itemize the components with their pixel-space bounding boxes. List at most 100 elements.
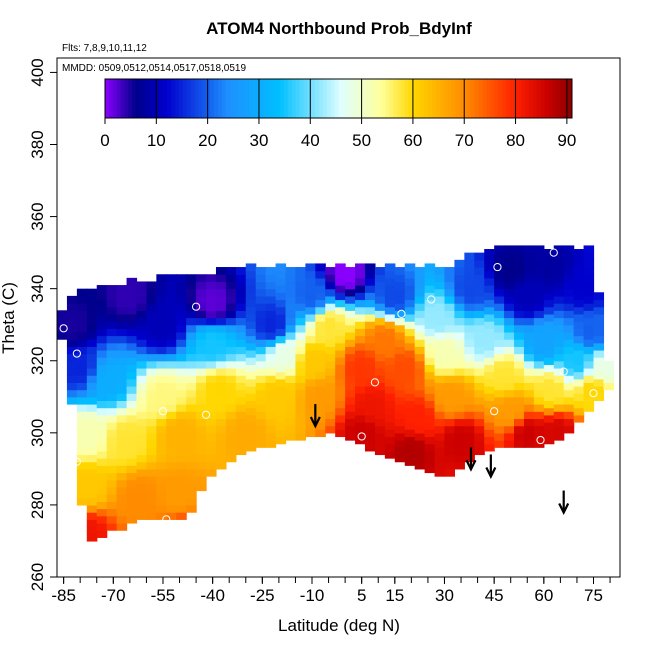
field-cell: [166, 476, 177, 484]
field-cell: [106, 299, 118, 308]
field-cell: [553, 375, 565, 383]
field-cell: [235, 411, 247, 420]
field-cell: [235, 288, 247, 297]
field-cell: [245, 393, 257, 401]
field-cell: [136, 310, 148, 319]
field-cell: [196, 360, 207, 369]
field-cell: [116, 472, 128, 481]
field-cell: [504, 339, 515, 347]
field-cell: [166, 310, 177, 319]
field-cell: [484, 422, 495, 430]
field-cell: [454, 310, 465, 319]
colorbar-segment: [140, 79, 145, 118]
field-cell: [404, 270, 416, 279]
field-cell: [285, 331, 297, 340]
field-cell: [345, 432, 356, 441]
field-cell: [146, 454, 157, 463]
field-cell: [235, 360, 247, 369]
field-cell: [364, 306, 376, 315]
colorbar-segment: [229, 79, 234, 118]
field-cell: [474, 418, 485, 427]
field-cell: [464, 288, 475, 297]
field-cell: [96, 292, 108, 301]
field-cell: [176, 476, 187, 484]
field-cell: [315, 285, 326, 293]
field-cell: [235, 310, 247, 319]
field-cell: [166, 367, 177, 376]
field-cell: [235, 447, 247, 456]
field-cell: [404, 357, 416, 365]
field-cell: [533, 274, 545, 283]
field-cell: [305, 335, 316, 344]
field-cell: [196, 411, 207, 420]
field-cell: [543, 285, 555, 293]
field-cell: [484, 277, 495, 286]
field-cell: [404, 292, 416, 301]
field-cell: [464, 404, 475, 412]
field-cell: [553, 367, 565, 376]
field-cell: [454, 411, 465, 420]
field-cell: [126, 306, 138, 315]
field-cell: [563, 252, 575, 261]
field-cell: [315, 364, 326, 373]
field-cell: [494, 310, 505, 319]
field-cell: [504, 375, 515, 383]
field-cell: [305, 342, 316, 351]
field-cell: [116, 407, 128, 416]
field-cell: [394, 339, 406, 347]
field-cell: [434, 404, 446, 412]
field-cell: [424, 458, 436, 466]
field-cell: [275, 306, 287, 315]
x-tick-label: -40: [200, 586, 225, 605]
field-cell: [106, 450, 118, 459]
field-cell: [215, 440, 227, 448]
field-cell: [146, 346, 157, 355]
colorbar-segment: [338, 79, 343, 118]
field-cell: [414, 418, 426, 427]
field-cell: [225, 339, 237, 347]
colorbar-segment: [408, 79, 413, 118]
field-cell: [434, 440, 446, 448]
field-cell: [523, 418, 535, 427]
field-cell: [464, 274, 475, 283]
x-tick-label: -25: [250, 586, 275, 605]
field-cell: [106, 494, 118, 502]
field-cell: [206, 454, 217, 463]
field-cell: [414, 432, 426, 441]
field-cell: [394, 425, 406, 434]
field-cell: [504, 252, 515, 261]
field-cell: [404, 277, 416, 286]
field-cell: [424, 285, 436, 293]
field-cell: [196, 331, 207, 340]
field-cell: [603, 375, 614, 383]
field-cell: [215, 404, 227, 412]
field-cell: [225, 317, 237, 326]
field-cell: [583, 310, 595, 319]
field-cell: [285, 367, 297, 376]
field-cell: [176, 360, 187, 369]
field-cell: [414, 454, 426, 463]
field-cell: [265, 317, 277, 326]
field-cell: [96, 436, 108, 445]
field-cell: [583, 281, 595, 290]
field-cell: [76, 339, 88, 347]
field-cell: [245, 364, 257, 373]
field-cell: [295, 353, 306, 362]
field-cell: [255, 317, 267, 326]
field-cell: [335, 342, 346, 351]
field-cell: [285, 418, 297, 427]
field-cell: [444, 295, 456, 304]
colorbar-tick-label: 70: [455, 131, 474, 150]
field-cell: [176, 447, 187, 456]
field-cell: [255, 375, 267, 383]
field-cell: [484, 270, 495, 279]
field-cell: [76, 331, 88, 340]
colorbar-segment: [221, 79, 227, 118]
field-cell: [126, 436, 138, 445]
field-cell: [57, 310, 68, 319]
field-cell: [156, 346, 167, 355]
field-cell: [573, 400, 585, 409]
field-cell: [543, 277, 555, 286]
field-cell: [225, 454, 237, 463]
field-cell: [494, 346, 505, 355]
